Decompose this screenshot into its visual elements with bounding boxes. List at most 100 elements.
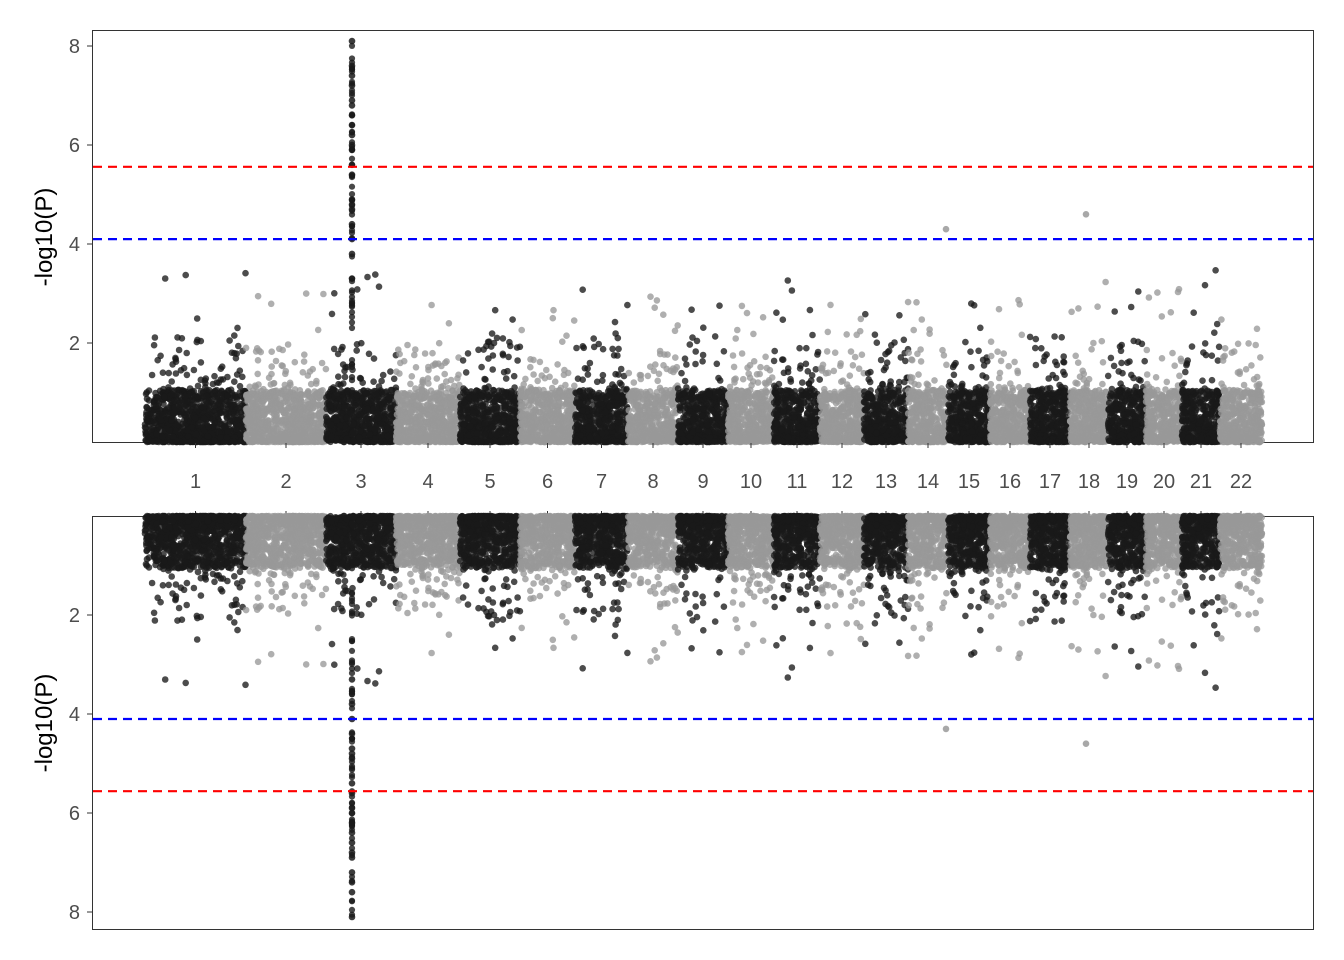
snp-point — [615, 345, 622, 353]
chromosome-3-points — [323, 271, 400, 446]
snp-point — [521, 436, 529, 444]
snp-point — [372, 271, 379, 278]
snp-point — [175, 346, 183, 354]
snp-point — [341, 373, 349, 381]
snp-point — [328, 310, 336, 318]
snp-point — [228, 349, 236, 357]
snp-point — [271, 417, 279, 424]
snp-point — [284, 341, 292, 348]
snp-point — [619, 399, 627, 407]
snp-point — [357, 375, 365, 382]
snp-point — [577, 432, 584, 439]
snp-point — [593, 434, 601, 441]
snp-point — [248, 400, 256, 408]
snp-point — [590, 343, 598, 351]
snp-point — [203, 392, 210, 400]
snp-point — [584, 365, 591, 372]
snp-point — [546, 373, 553, 381]
snp-point — [339, 361, 347, 368]
snp-point — [349, 429, 357, 436]
snp-point — [165, 369, 172, 377]
snp-point — [396, 370, 403, 377]
snp-point — [450, 382, 458, 390]
snp-point — [554, 361, 561, 368]
snp-point — [353, 347, 361, 354]
snp-point — [379, 404, 386, 411]
snp-point — [169, 361, 176, 368]
snp-point — [266, 433, 274, 440]
snp-point — [424, 392, 432, 399]
snp-point — [267, 427, 275, 435]
snp-point — [404, 341, 411, 349]
snp-point — [616, 408, 624, 415]
snp-point — [462, 369, 470, 376]
snp-point — [471, 394, 478, 401]
snp-point — [157, 352, 164, 360]
snp-point — [371, 426, 379, 434]
snp-point — [528, 419, 535, 427]
snp-point — [446, 422, 454, 430]
snp-point — [183, 349, 190, 357]
snp-point — [337, 429, 344, 436]
snp-point — [599, 393, 607, 400]
snp-point — [303, 391, 311, 399]
snp-point — [410, 428, 418, 436]
snp-point — [268, 363, 276, 370]
snp-point — [351, 402, 358, 409]
snp-point — [520, 420, 528, 428]
snp-point — [194, 382, 202, 390]
snp-point — [392, 437, 400, 445]
snp-point — [390, 375, 398, 383]
snp-point — [143, 415, 150, 423]
snp-point — [607, 388, 615, 395]
snp-point — [493, 334, 501, 342]
snp-point — [193, 315, 201, 322]
snp-point — [310, 419, 318, 427]
snp-point — [372, 391, 380, 399]
snp-point — [253, 345, 261, 352]
snp-point — [393, 411, 401, 418]
snp-point — [280, 386, 288, 393]
snp-point — [225, 406, 233, 413]
snp-point — [417, 429, 425, 437]
snp-point — [469, 409, 477, 417]
snp-point — [404, 413, 411, 421]
snp-point — [214, 393, 221, 400]
snp-point — [535, 437, 542, 444]
snp-point — [244, 418, 251, 426]
snp-point — [527, 363, 534, 371]
snp-point — [599, 345, 607, 353]
snp-point — [206, 406, 214, 413]
snp-point — [274, 437, 282, 444]
snp-point — [487, 343, 495, 350]
snp-point — [438, 362, 445, 370]
snp-point — [527, 356, 534, 363]
snp-point — [242, 344, 250, 352]
snp-point — [502, 375, 510, 382]
snp-point — [614, 352, 621, 359]
snp-point — [252, 406, 260, 414]
snp-point — [328, 433, 335, 440]
snp-point — [155, 438, 162, 446]
snp-point — [292, 432, 299, 440]
snp-point — [306, 368, 314, 375]
snp-point — [384, 432, 391, 440]
snp-point — [624, 301, 631, 309]
snp-point — [411, 351, 418, 359]
snp-point — [223, 434, 230, 441]
snp-point — [570, 317, 578, 324]
snp-point — [255, 381, 262, 388]
snp-point — [312, 435, 320, 443]
snp-point — [363, 438, 371, 446]
snp-point — [181, 392, 189, 400]
snp-point — [293, 391, 301, 399]
snp-point — [148, 371, 156, 379]
snp-point — [484, 438, 492, 446]
snp-point — [272, 357, 280, 365]
snp-point — [480, 346, 487, 353]
snp-point — [441, 427, 449, 435]
snp-point — [435, 339, 443, 347]
snp-point — [284, 411, 292, 419]
snp-point — [246, 383, 253, 391]
snp-point — [194, 393, 201, 400]
